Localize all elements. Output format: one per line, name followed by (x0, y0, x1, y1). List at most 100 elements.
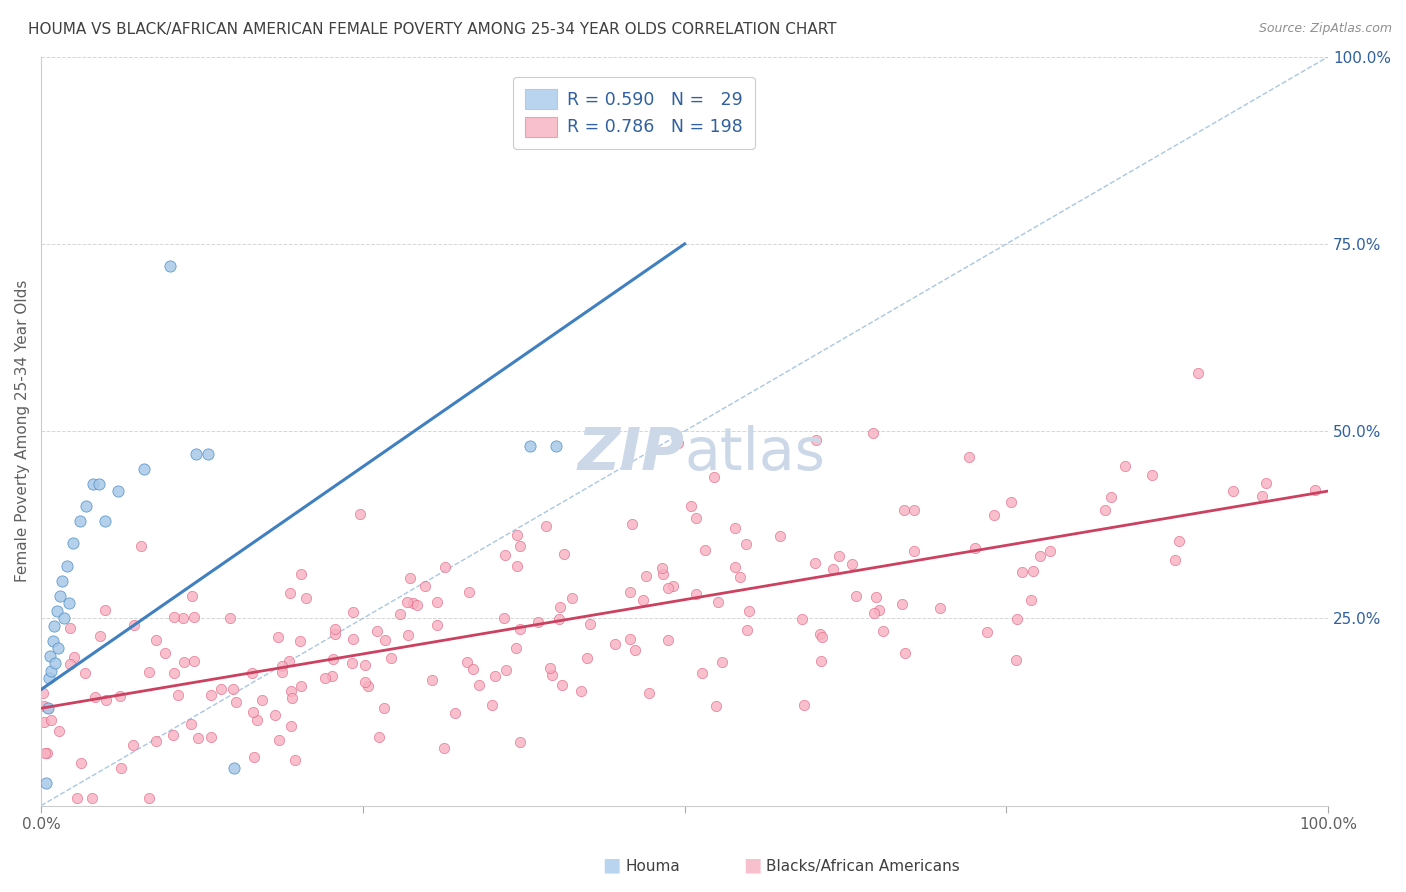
Point (314, 671, 336, 685)
Point (396, 628, 419, 642)
Point (58, 596, 80, 610)
Point (200, 688, 222, 702)
Point (1164, 553, 1187, 567)
Point (281, 690, 304, 705)
Point (366, 624, 388, 638)
Point (505, 641, 527, 656)
Point (651, 560, 673, 574)
Point (180, 717, 202, 731)
Point (183, 654, 205, 668)
Point (704, 698, 727, 713)
Point (724, 521, 747, 535)
Point (538, 661, 561, 675)
Point (353, 658, 375, 673)
Point (657, 581, 679, 595)
Point (39, 648, 62, 663)
Point (728, 570, 751, 584)
Point (561, 591, 583, 605)
Point (32, 686, 55, 700)
Point (59, 621, 82, 635)
Point (547, 612, 569, 626)
Point (737, 623, 759, 637)
Point (963, 541, 986, 555)
Point (519, 439, 541, 453)
Text: Blacks/African Americans: Blacks/African Americans (766, 859, 960, 874)
Point (569, 684, 592, 698)
Point (32, 714, 55, 729)
Text: ZIP: ZIP (578, 425, 685, 482)
Point (862, 607, 884, 621)
Point (129, 539, 152, 553)
Point (903, 543, 925, 558)
Point (461, 662, 484, 676)
Point (651, 566, 673, 581)
Point (73, 666, 96, 681)
Point (1303, 483, 1326, 498)
Point (280, 718, 302, 732)
Point (735, 537, 758, 551)
Point (550, 678, 572, 692)
Point (1005, 653, 1028, 667)
Point (894, 646, 917, 660)
Point (200, 730, 222, 744)
Point (37, 701, 59, 715)
Point (82, 476, 104, 491)
Point (278, 586, 301, 600)
Point (83, 690, 105, 705)
Point (246, 713, 269, 727)
Point (89, 629, 111, 643)
Point (494, 548, 516, 562)
Point (808, 627, 831, 641)
Point (456, 656, 478, 670)
Point (1005, 611, 1028, 625)
Point (845, 589, 868, 603)
Point (506, 559, 529, 574)
Point (41, 633, 63, 648)
Point (271, 659, 294, 673)
Point (122, 738, 145, 752)
Point (323, 627, 346, 641)
Point (323, 622, 346, 636)
Point (322, 651, 344, 665)
Point (619, 584, 641, 599)
Point (132, 461, 155, 475)
Point (173, 655, 195, 669)
Point (122, 618, 145, 632)
Point (426, 595, 449, 609)
Point (94, 693, 117, 707)
Point (578, 617, 600, 632)
Point (44, 657, 66, 671)
Point (87, 476, 110, 491)
Point (662, 579, 685, 593)
Point (398, 571, 420, 585)
Point (181, 589, 204, 603)
Point (548, 599, 571, 614)
Point (269, 733, 291, 747)
Point (983, 508, 1005, 523)
Text: ■: ■ (742, 855, 762, 874)
Point (444, 706, 467, 721)
Point (70, 756, 93, 770)
Point (51, 574, 73, 588)
Point (290, 679, 312, 693)
Point (657, 633, 679, 648)
Point (388, 607, 411, 621)
Point (186, 731, 208, 745)
Point (468, 678, 491, 692)
Point (288, 634, 311, 648)
Point (162, 609, 184, 624)
Point (707, 594, 730, 608)
Point (66, 791, 89, 805)
Point (872, 624, 894, 639)
Legend: R = 0.590   N =   29, R = 0.786   N = 198: R = 0.590 N = 29, R = 0.786 N = 198 (513, 77, 755, 149)
Point (576, 650, 599, 665)
Point (619, 632, 641, 647)
Point (368, 730, 391, 744)
Point (769, 528, 792, 542)
Point (271, 665, 294, 680)
Point (737, 604, 759, 618)
Point (1187, 366, 1209, 380)
Point (35, 746, 58, 760)
Point (167, 689, 190, 703)
Text: HOUMA VS BLACK/AFRICAN AMERICAN FEMALE POVERTY AMONG 25-34 YEAR OLDS CORRELATION: HOUMA VS BLACK/AFRICAN AMERICAN FEMALE P… (28, 22, 837, 37)
